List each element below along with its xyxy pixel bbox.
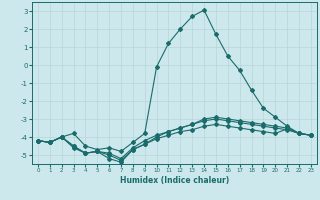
X-axis label: Humidex (Indice chaleur): Humidex (Indice chaleur) [120,176,229,185]
